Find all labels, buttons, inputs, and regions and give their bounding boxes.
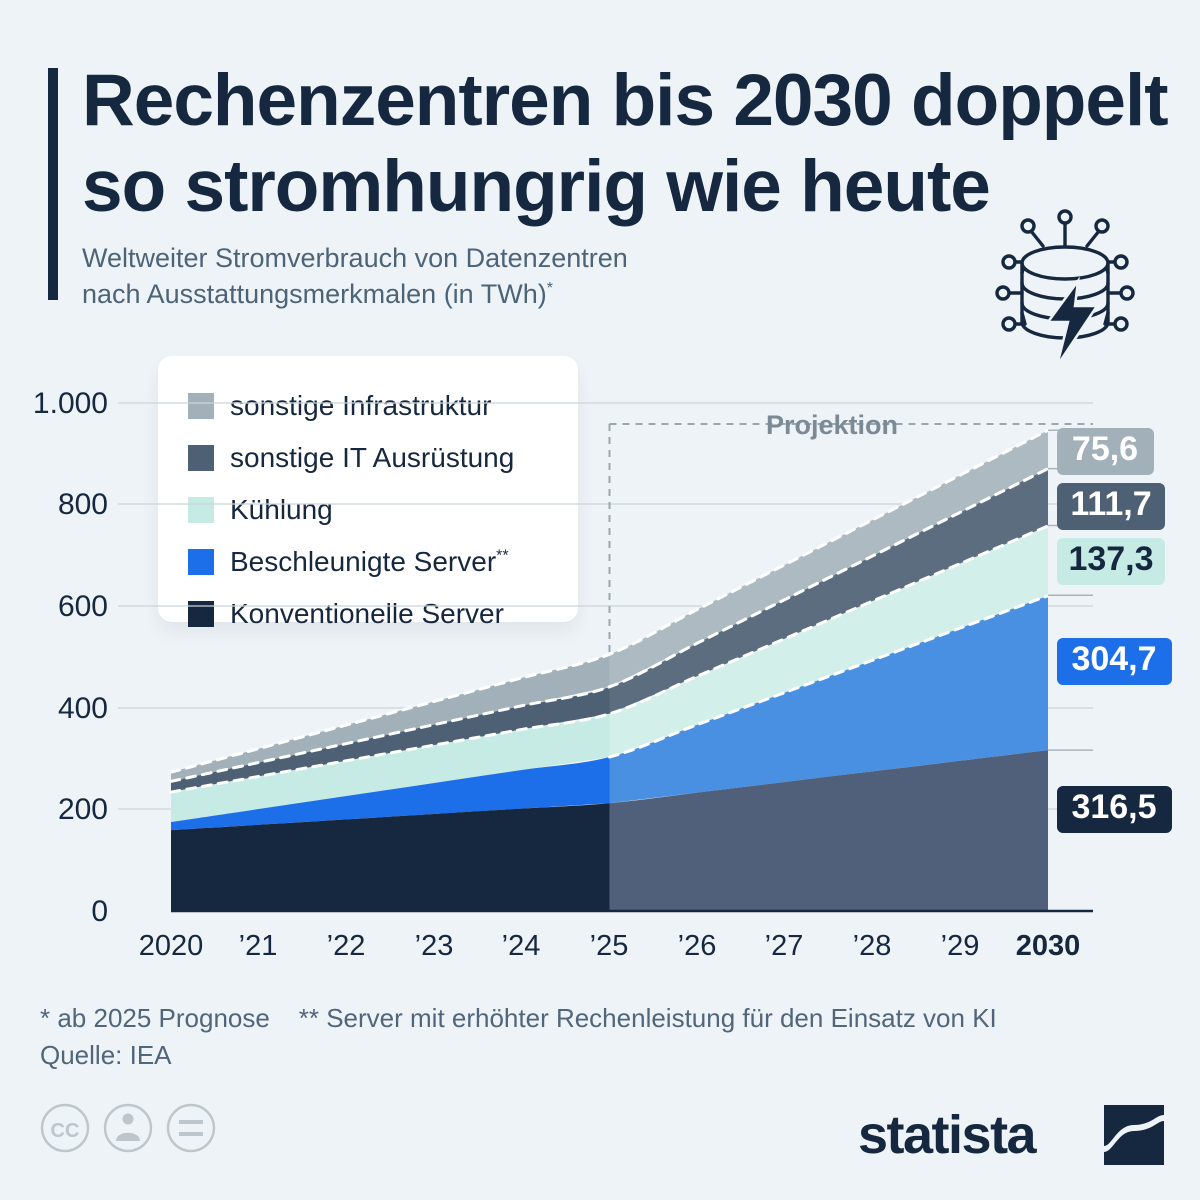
svg-text:1.000: 1.000 [33,387,108,420]
svg-text:’28: ’28 [853,930,892,962]
svg-text:Projektion: Projektion [766,410,898,440]
svg-text:’23: ’23 [415,930,454,962]
svg-text:137,3: 137,3 [1068,540,1153,578]
svg-text:’27: ’27 [765,930,804,962]
svg-text:2020: 2020 [139,930,204,962]
svg-text:’26: ’26 [678,930,717,962]
svg-text:2030: 2030 [1016,930,1081,962]
svg-text:’25: ’25 [590,930,629,962]
svg-text:’29: ’29 [941,930,980,962]
svg-text:200: 200 [58,793,108,826]
svg-text:75,6: 75,6 [1072,430,1138,468]
svg-text:800: 800 [58,488,108,521]
svg-text:600: 600 [58,590,108,623]
svg-text:0: 0 [91,895,108,928]
svg-text:’24: ’24 [502,930,541,962]
svg-text:111,7: 111,7 [1070,485,1151,523]
svg-text:304,7: 304,7 [1071,640,1156,678]
svg-text:’22: ’22 [327,930,366,962]
svg-text:316,5: 316,5 [1071,788,1156,826]
svg-text:400: 400 [58,692,108,725]
svg-text:’21: ’21 [239,930,278,962]
